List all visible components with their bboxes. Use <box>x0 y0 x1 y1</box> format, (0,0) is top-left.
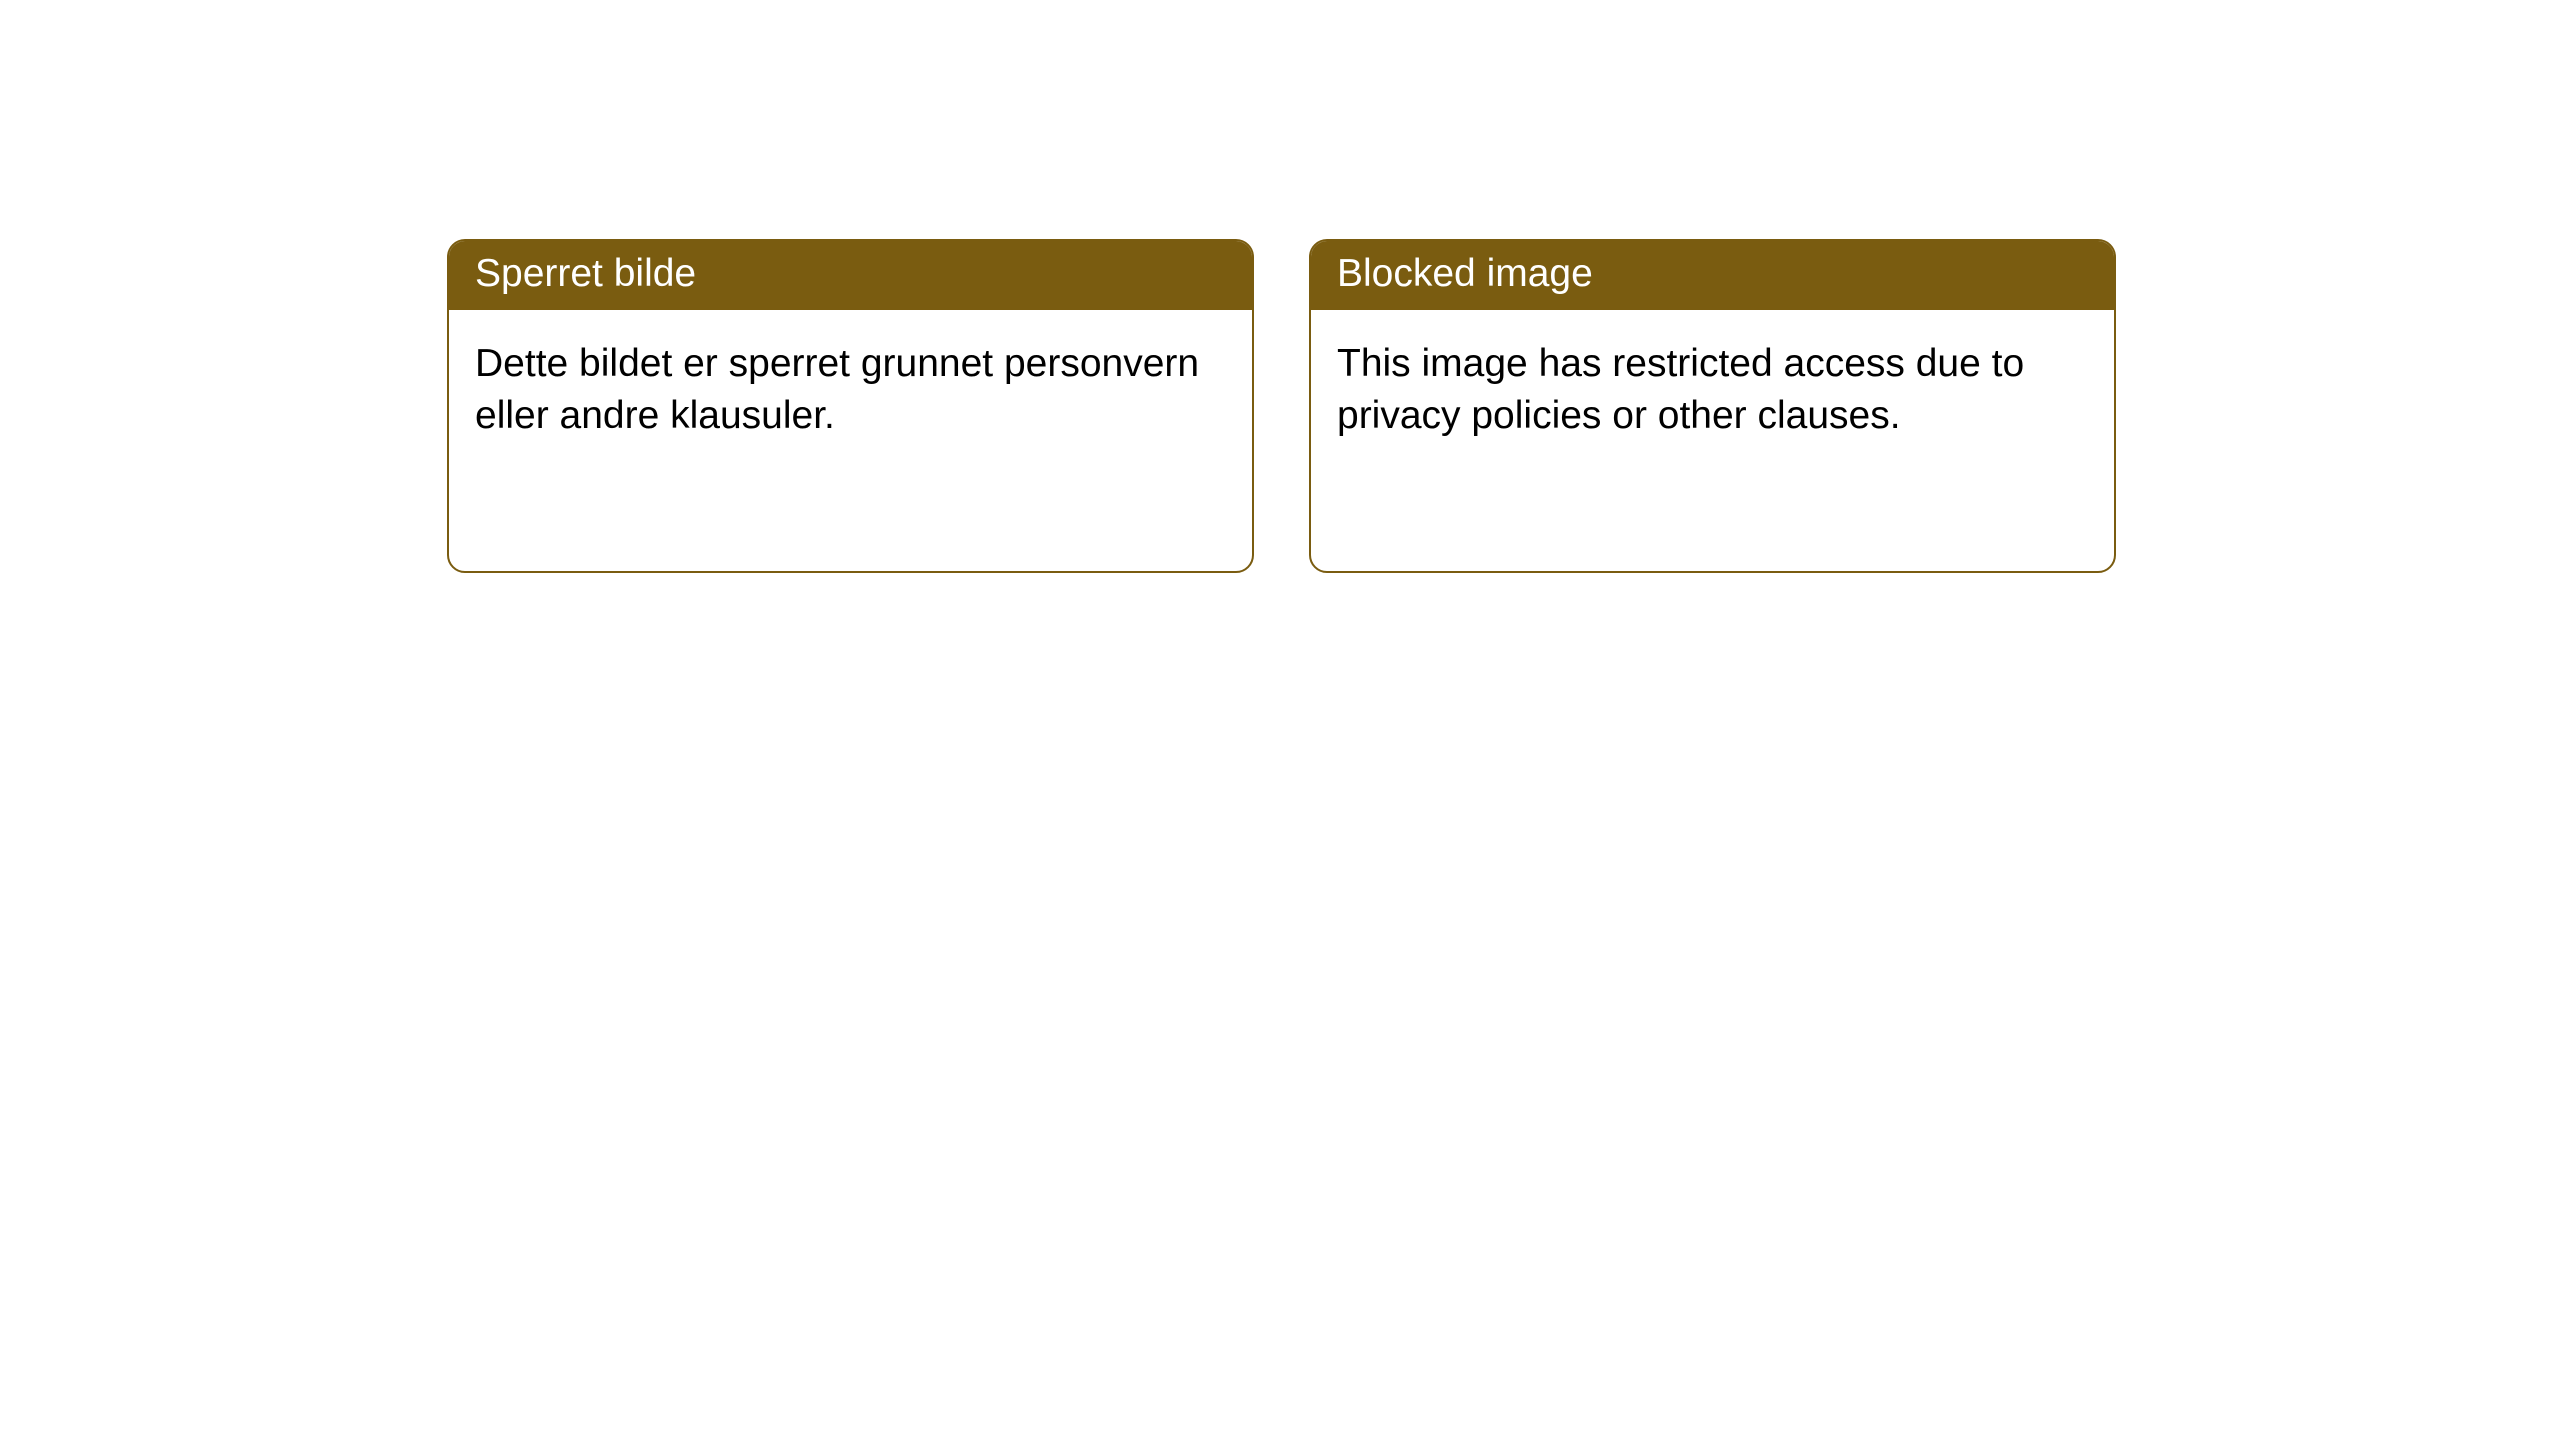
card-message: Dette bildet er sperret grunnet personve… <box>475 342 1199 438</box>
card-message: This image has restricted access due to … <box>1337 342 2024 438</box>
card-header: Blocked image <box>1311 241 2114 310</box>
card-body: This image has restricted access due to … <box>1311 310 2114 471</box>
card-body: Dette bildet er sperret grunnet personve… <box>449 310 1252 471</box>
card-title: Blocked image <box>1337 252 1593 295</box>
notice-card-english: Blocked image This image has restricted … <box>1309 239 2116 573</box>
card-header: Sperret bilde <box>449 241 1252 310</box>
card-title: Sperret bilde <box>475 252 696 295</box>
notice-card-norwegian: Sperret bilde Dette bildet er sperret gr… <box>447 239 1254 573</box>
notice-container: Sperret bilde Dette bildet er sperret gr… <box>447 239 2116 573</box>
